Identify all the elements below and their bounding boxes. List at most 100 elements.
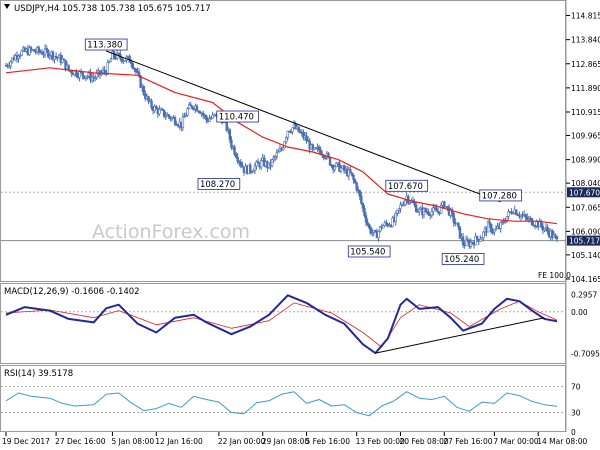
candle-body xyxy=(480,237,484,240)
candle-body xyxy=(230,139,233,148)
candle-body xyxy=(134,68,138,72)
candle-body xyxy=(461,236,465,246)
x-tick-label: 7 Mar 00:00 xyxy=(493,437,539,446)
candle-body xyxy=(278,148,282,152)
price-tick-label: 111.890 xyxy=(571,84,600,93)
x-tick-label: 5 Feb 16:00 xyxy=(306,437,351,446)
candle-body xyxy=(486,221,490,233)
candle-body xyxy=(43,48,47,55)
candle-body xyxy=(297,126,300,133)
candle-body xyxy=(86,76,89,78)
candle-body xyxy=(40,51,44,55)
candle-body xyxy=(555,236,559,240)
candle-body xyxy=(524,214,527,218)
candle-body xyxy=(189,104,192,107)
candle-body xyxy=(158,109,161,115)
candle-body xyxy=(29,47,33,50)
candle-body xyxy=(432,207,435,212)
candle-body xyxy=(465,239,468,246)
annotation-label: 107.280 xyxy=(482,192,517,202)
candle-body xyxy=(208,118,211,122)
candle-body xyxy=(532,224,535,227)
candle-body xyxy=(317,146,321,151)
macd-signal-line xyxy=(5,300,558,348)
candle-body xyxy=(209,117,213,120)
price-tick-label: 105.140 xyxy=(571,251,600,260)
candle-body xyxy=(551,230,554,238)
candle-body xyxy=(259,160,263,168)
candle-body xyxy=(28,47,31,56)
candle-body xyxy=(147,95,150,102)
candle-body xyxy=(469,241,473,247)
annotation-box xyxy=(441,253,485,265)
fe-label: FE 100.0 xyxy=(538,271,571,280)
macd-panel-title: MACD(12,26,9) -0.1606 -0.1402 xyxy=(4,287,140,297)
candle-body xyxy=(450,209,454,214)
candle-body xyxy=(328,156,332,166)
candle-body xyxy=(358,190,361,197)
candle-body xyxy=(234,153,238,158)
candle-body xyxy=(418,208,421,212)
annotation-label: 113.380 xyxy=(87,41,122,51)
candle-body xyxy=(236,157,239,162)
price-tick-label: 104.165 xyxy=(571,275,600,284)
annotation-box xyxy=(216,110,259,123)
candle-body xyxy=(277,151,280,154)
candle-body xyxy=(205,115,208,121)
candle-body xyxy=(81,71,84,77)
candle-body xyxy=(302,132,305,139)
candle-body xyxy=(443,201,446,208)
candle-body xyxy=(94,77,97,79)
candle-body xyxy=(353,179,357,184)
candle-body xyxy=(439,204,443,214)
price-trendline xyxy=(106,50,501,203)
candle-body xyxy=(546,227,549,232)
rsi-panel-title: RSI(14) 39.5178 xyxy=(4,369,73,379)
x-tick-label: 29 Jan 08:00 xyxy=(262,437,310,446)
candle-body xyxy=(494,228,498,231)
candle-body xyxy=(283,141,286,148)
candle-body xyxy=(391,217,394,227)
candle-body xyxy=(17,55,20,59)
candles xyxy=(4,44,559,249)
candle-body xyxy=(430,211,433,216)
candle-body xyxy=(133,67,136,70)
candle-body xyxy=(371,232,374,234)
candle-body xyxy=(482,231,485,239)
x-tick-label: 27 Dec 16:00 xyxy=(55,437,106,446)
candle-body xyxy=(198,111,202,114)
candle-body xyxy=(510,211,513,214)
price-tick-label: 112.865 xyxy=(571,60,600,69)
candle-body xyxy=(20,50,23,56)
candle-body xyxy=(109,58,113,62)
candle-body xyxy=(490,224,493,233)
candle-body xyxy=(84,76,88,79)
candle-body xyxy=(554,234,557,237)
x-tick-label: 5 Jan 08:00 xyxy=(111,437,154,446)
annotation-label: 105.540 xyxy=(350,248,385,258)
candle-body xyxy=(505,216,509,223)
candle-body xyxy=(435,208,438,212)
candle-body xyxy=(61,58,64,63)
candle-body xyxy=(350,172,354,176)
candle-body xyxy=(378,226,382,232)
candle-body xyxy=(90,76,94,81)
candle-body xyxy=(253,165,257,172)
candle-body xyxy=(53,55,56,60)
price-tick-label: 107.065 xyxy=(571,203,600,212)
candle-body xyxy=(18,55,22,57)
candle-body xyxy=(195,105,199,112)
candle-body xyxy=(248,164,252,172)
candle-body xyxy=(228,129,232,141)
annotation-label: 110.470 xyxy=(219,113,254,123)
x-tick-label: 12 Jan 16:00 xyxy=(155,437,203,446)
candle-body xyxy=(184,114,188,118)
rsi-panel-frame xyxy=(0,365,566,432)
price-tick-label: 108.990 xyxy=(571,156,600,165)
macd-tick-label: 0.2957 xyxy=(571,290,597,299)
candle-body xyxy=(239,161,243,166)
candle-body xyxy=(186,108,189,116)
candle-body xyxy=(139,75,142,88)
candle-body xyxy=(399,204,402,209)
macd-tick-label: 0.00 xyxy=(571,308,588,317)
